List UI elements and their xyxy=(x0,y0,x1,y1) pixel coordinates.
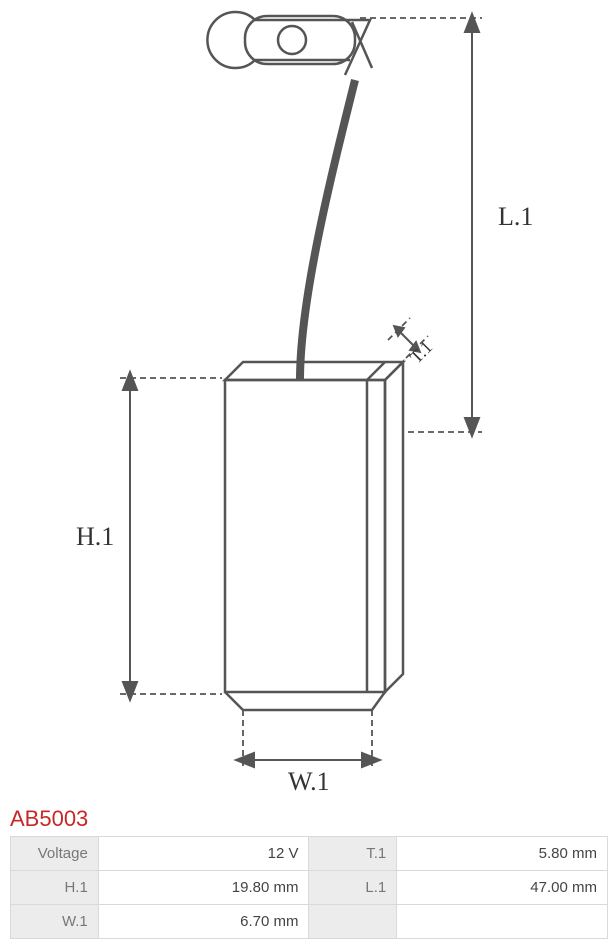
spec-label: H.1 xyxy=(11,871,99,905)
label-L1: L.1 xyxy=(498,202,533,231)
spec-label: T.1 xyxy=(309,837,397,871)
spec-value: 6.70 mm xyxy=(98,905,309,939)
diagram-svg: L.1 H.1 W.1 T.1 xyxy=(0,0,608,800)
spec-value: 5.80 mm xyxy=(397,837,608,871)
label-W1: W.1 xyxy=(288,767,330,796)
spec-value xyxy=(397,905,608,939)
spec-label: Voltage xyxy=(11,837,99,871)
table-row: W.1 6.70 mm xyxy=(11,905,608,939)
spec-value: 19.80 mm xyxy=(98,871,309,905)
spec-label: W.1 xyxy=(11,905,99,939)
table-row: H.1 19.80 mm L.1 47.00 mm xyxy=(11,871,608,905)
technical-diagram: L.1 H.1 W.1 T.1 xyxy=(0,0,608,800)
spec-value: 47.00 mm xyxy=(397,871,608,905)
spec-label: L.1 xyxy=(309,871,397,905)
product-code: AB5003 xyxy=(0,800,608,836)
spec-value: 12 V xyxy=(98,837,309,871)
table-row: Voltage 12 V T.1 5.80 mm xyxy=(11,837,608,871)
specs-table: Voltage 12 V T.1 5.80 mm H.1 19.80 mm L.… xyxy=(10,836,608,939)
label-H1: H.1 xyxy=(76,522,114,551)
spec-label xyxy=(309,905,397,939)
